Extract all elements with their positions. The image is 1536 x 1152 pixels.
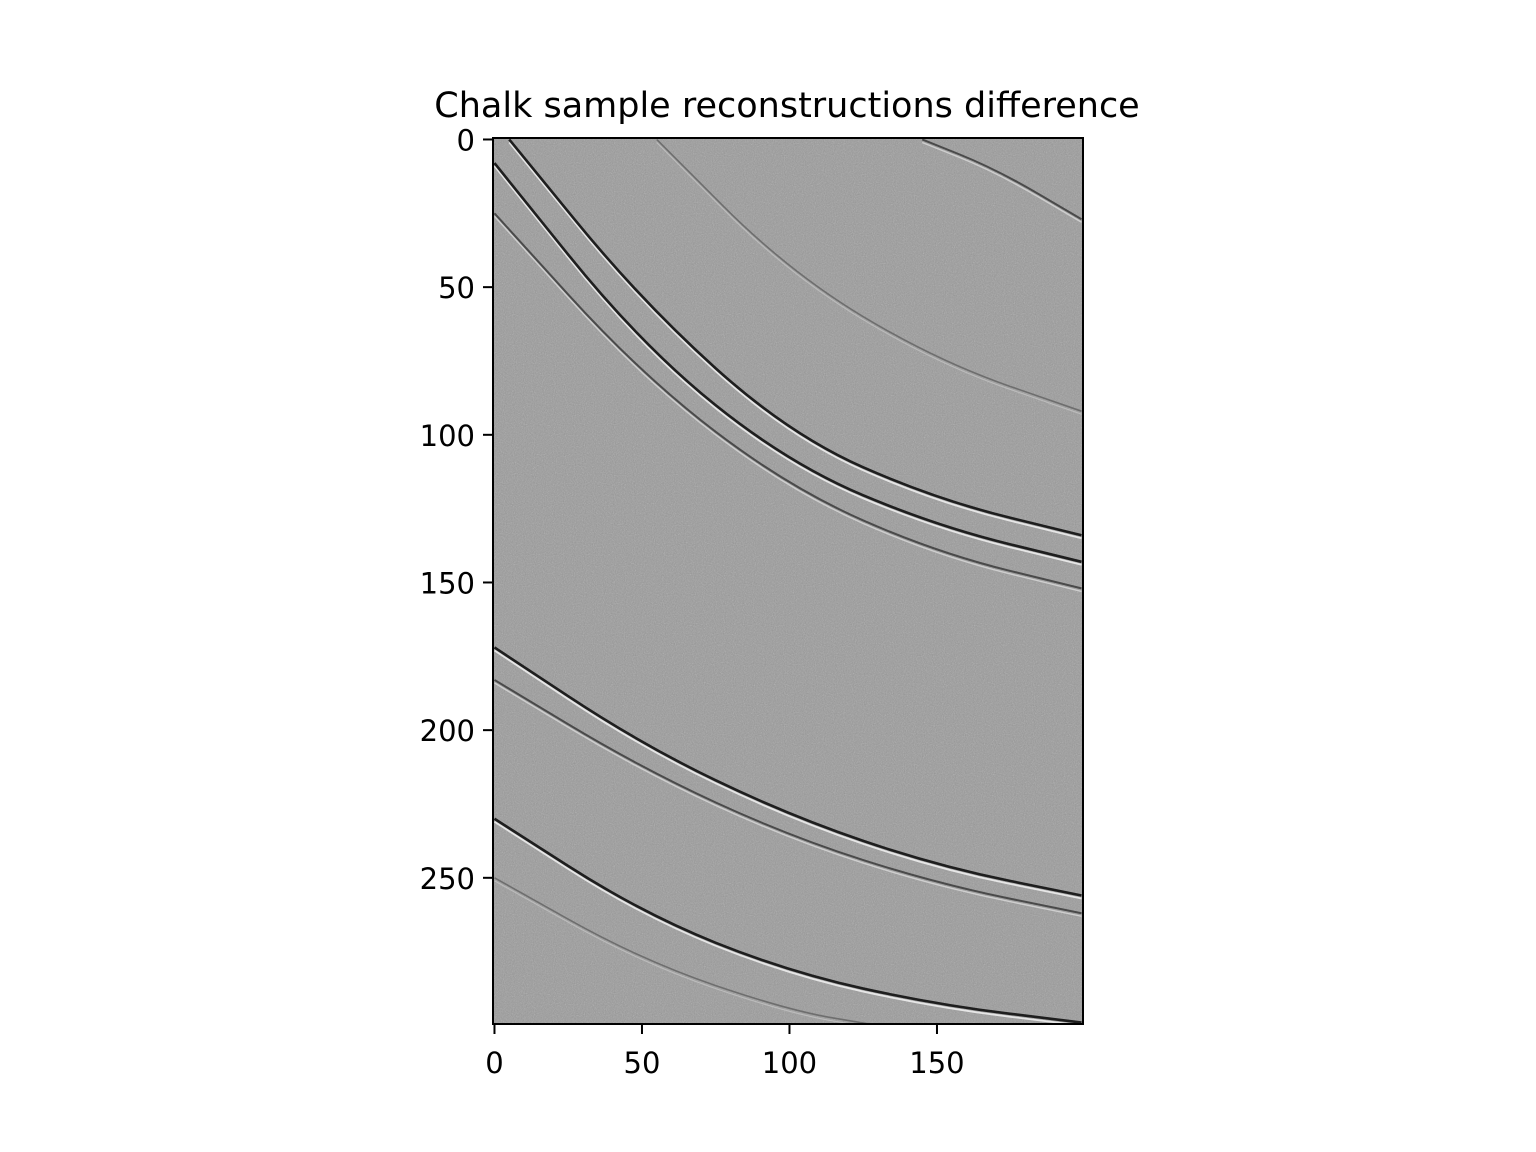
y-tick-label-100: 100: [420, 419, 475, 453]
y-tick-label-250: 250: [420, 862, 475, 896]
arc-corner-arc: [921, 138, 1083, 221]
arc-bottom-edge: [493, 817, 1082, 1024]
edge-arcs: [493, 138, 1083, 1024]
arc-highlight-lower-main-edge: [493, 649, 1082, 900]
x-tick-label-100: 100: [762, 1046, 817, 1080]
y-tick-label-200: 200: [420, 714, 475, 748]
arc-highlight-upper-third-edge: [493, 215, 1082, 593]
x-tick-label-50: 50: [624, 1046, 661, 1080]
arc-highlight-upper-right-faint: [656, 142, 1082, 415]
arc-upper-second-edge: [493, 162, 1082, 564]
arc-upper-third-edge: [493, 212, 1082, 590]
x-tick-label-150: 150: [909, 1046, 964, 1080]
x-axis: 0 50 100 150: [485, 1024, 965, 1080]
arc-lower-second-edge: [493, 679, 1082, 915]
chart-title: Chalk sample reconstructions difference: [434, 86, 1139, 126]
x-tick-label-0: 0: [485, 1046, 503, 1080]
arc-highlight-bottom-edge: [493, 820, 1077, 1024]
arc-upper-right-faint: [656, 138, 1082, 412]
arc-highlight-bottom-second-edge: [494, 880, 855, 1024]
y-tick-label-150: 150: [420, 566, 475, 600]
arc-highlight-lower-second-edge: [494, 682, 1082, 917]
y-tick-label-0: 0: [457, 123, 475, 157]
arc-lower-main-edge: [493, 646, 1082, 897]
plot-frame: [492, 137, 1084, 1025]
arc-highlight-corner-arc: [921, 141, 1082, 223]
difference-image: [493, 138, 1083, 1024]
arc-bottom-second-edge: [494, 877, 874, 1024]
arc-highlight-upper-second-edge: [493, 165, 1082, 566]
arc-highlight-upper-main-edge: [508, 141, 1082, 540]
arc-upper-main-edge: [508, 138, 1082, 537]
y-tick-label-50: 50: [438, 271, 475, 305]
y-axis: 0 50 100 150 200 250: [420, 123, 493, 896]
